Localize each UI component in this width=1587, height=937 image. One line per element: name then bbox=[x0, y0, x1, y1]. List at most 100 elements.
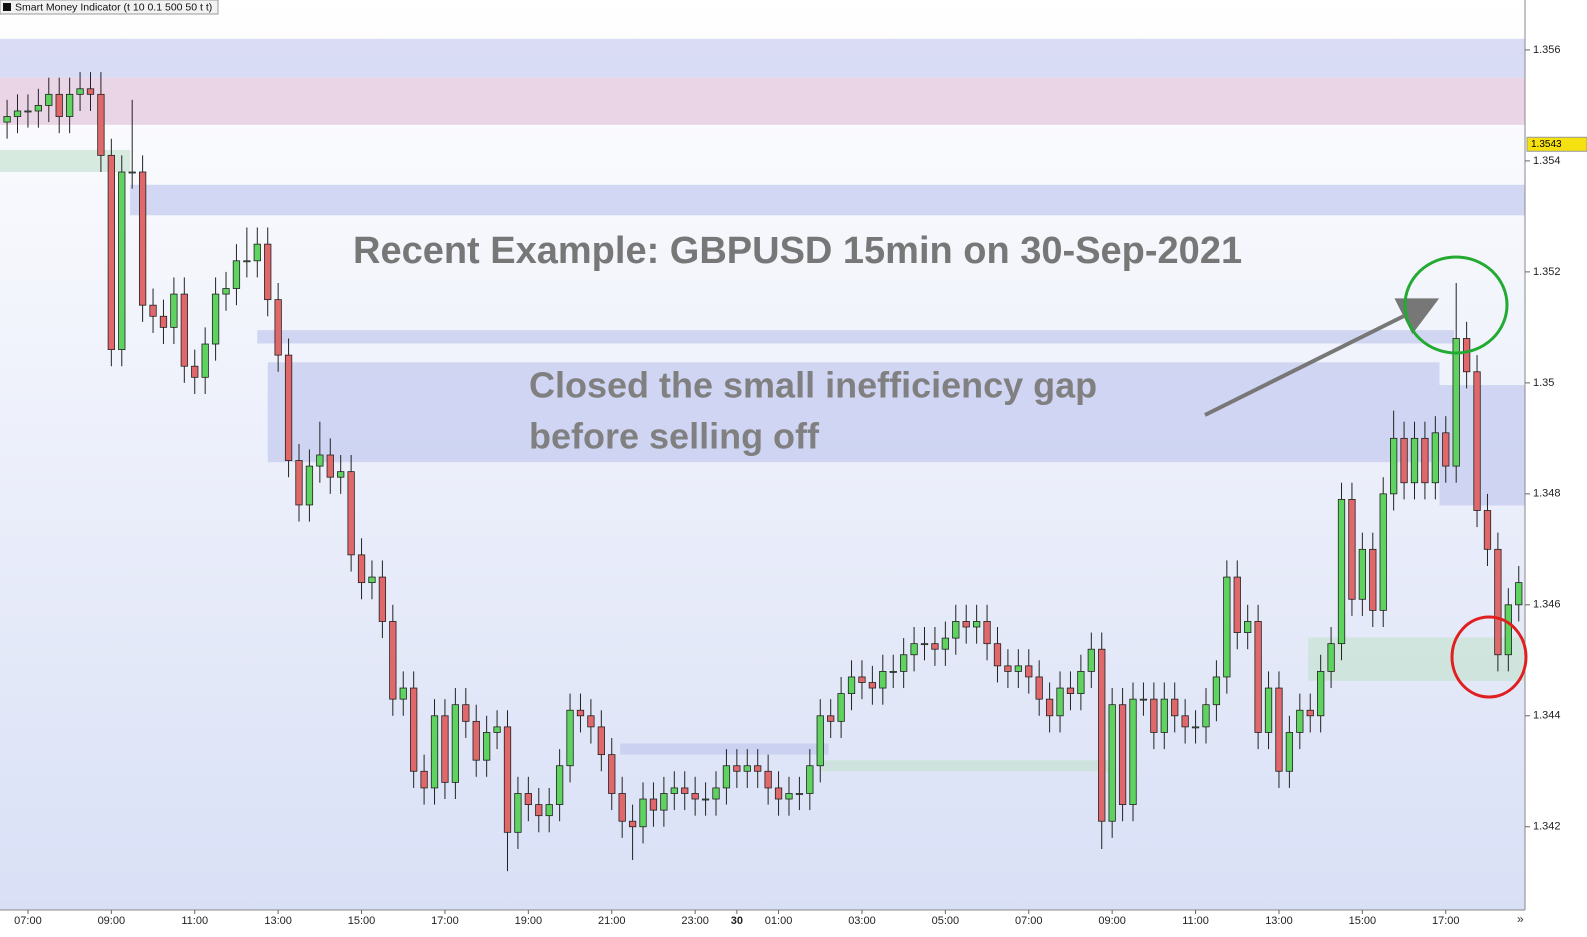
indicator-box bbox=[0, 0, 219, 15]
zone bbox=[267, 362, 1440, 463]
green-circle bbox=[1403, 255, 1509, 355]
candle-body bbox=[962, 621, 970, 628]
candle-body bbox=[378, 576, 387, 622]
candle-body bbox=[430, 715, 439, 789]
candle-body bbox=[389, 621, 397, 700]
candle-body bbox=[420, 770, 428, 789]
zone bbox=[0, 38, 1525, 78]
candle-body bbox=[284, 354, 293, 461]
candle-body bbox=[983, 621, 991, 645]
candle-body bbox=[1400, 437, 1408, 484]
x-tick-label: 15:00 bbox=[1349, 915, 1377, 927]
candle-body bbox=[1098, 648, 1106, 822]
indicator-icon bbox=[3, 3, 11, 11]
candle-body bbox=[1431, 432, 1439, 484]
candle-body bbox=[368, 576, 376, 584]
x-tick-label: 05:00 bbox=[932, 915, 960, 927]
candle-body bbox=[795, 793, 804, 795]
candle-body bbox=[1358, 548, 1366, 600]
candle-body bbox=[347, 471, 355, 556]
candle-body bbox=[1306, 709, 1314, 717]
candle-body bbox=[1108, 704, 1116, 822]
axes: 1.356 1.354 1.352 1.35 1.348 1.346 1.344 1.342 1… bbox=[14, 44, 1587, 927]
price-axis-area bbox=[1525, 0, 1587, 937]
y-tick-label: 1.348 bbox=[1533, 488, 1561, 500]
note-line: Closed the small inefficiency gap bbox=[529, 365, 1097, 406]
scroll-icon: » bbox=[1517, 912, 1524, 926]
candle-body bbox=[1285, 732, 1294, 772]
candle-body bbox=[451, 704, 460, 783]
candle-body bbox=[670, 787, 678, 794]
candle-body bbox=[1087, 648, 1095, 672]
candle-body bbox=[1421, 437, 1429, 484]
zone bbox=[1308, 637, 1525, 681]
candle-body bbox=[535, 804, 543, 817]
zone bbox=[0, 77, 1525, 125]
candle-body bbox=[159, 315, 168, 328]
x-tick-label: 11:00 bbox=[181, 915, 208, 927]
candle-body bbox=[681, 787, 689, 794]
y-tick-label: 1.356 bbox=[1533, 44, 1561, 56]
candle-body bbox=[170, 293, 178, 328]
candle-body bbox=[754, 765, 762, 772]
candle-body bbox=[1473, 371, 1481, 511]
candle-body bbox=[1317, 671, 1325, 717]
candle-body bbox=[900, 654, 908, 672]
candle-body bbox=[597, 726, 605, 756]
candle-body bbox=[608, 754, 616, 794]
x-tick-label: 11:00 bbox=[1182, 915, 1209, 927]
candle-body bbox=[806, 765, 814, 794]
candle-body bbox=[1390, 437, 1398, 495]
candle-body bbox=[1129, 698, 1137, 805]
candle-body bbox=[34, 105, 42, 112]
candle-body bbox=[253, 243, 261, 262]
candle-body bbox=[1014, 665, 1022, 672]
candle-body bbox=[1202, 704, 1210, 728]
candle-body bbox=[1025, 665, 1033, 678]
zone bbox=[130, 184, 1525, 216]
candle-body bbox=[628, 820, 637, 828]
candle-body bbox=[1515, 582, 1523, 606]
candle-body bbox=[1223, 576, 1231, 678]
candle-body bbox=[1181, 715, 1189, 728]
candle-body bbox=[472, 720, 480, 761]
candle-body bbox=[743, 765, 751, 772]
candle-body bbox=[1150, 698, 1158, 733]
candle-body bbox=[410, 687, 418, 772]
candle-body bbox=[722, 765, 731, 789]
candle-body bbox=[3, 116, 11, 123]
candle-body bbox=[910, 643, 918, 656]
candle-body bbox=[1066, 687, 1075, 694]
candle-body bbox=[1171, 698, 1179, 717]
candle-body bbox=[45, 93, 53, 106]
last-price-label: 1.3543 bbox=[1531, 139, 1562, 150]
candle-body bbox=[1191, 726, 1200, 729]
candle-body bbox=[879, 671, 887, 689]
candle-body bbox=[1483, 510, 1492, 550]
candle-body bbox=[180, 293, 188, 367]
candle-body bbox=[138, 171, 147, 306]
candle-body bbox=[1056, 687, 1064, 717]
candle-body bbox=[555, 765, 564, 805]
headline: Recent Example: GBPUSD 15min on 30-Sep-2… bbox=[353, 230, 1242, 272]
candle-body bbox=[691, 793, 699, 800]
candle-body bbox=[733, 765, 741, 772]
y-tick-label: 1.342 bbox=[1533, 821, 1561, 833]
candle-body bbox=[514, 793, 522, 833]
candle-body bbox=[295, 460, 303, 506]
candle-body bbox=[55, 93, 63, 117]
candle-body bbox=[660, 793, 668, 811]
candle-body bbox=[764, 770, 772, 789]
candle-body bbox=[1254, 621, 1262, 733]
x-tick-label: 07:00 bbox=[1015, 915, 1043, 927]
x-tick-label: 21:00 bbox=[598, 915, 626, 927]
candle-body bbox=[576, 709, 585, 717]
x-tick-label: 03:00 bbox=[848, 915, 876, 927]
candle-body bbox=[24, 110, 32, 113]
zone bbox=[820, 760, 1108, 772]
candle-body bbox=[545, 804, 553, 817]
candle-body bbox=[483, 732, 491, 761]
candle-body bbox=[493, 726, 501, 733]
candle-body bbox=[1442, 432, 1450, 467]
x-tick-label: 19:00 bbox=[515, 915, 543, 927]
